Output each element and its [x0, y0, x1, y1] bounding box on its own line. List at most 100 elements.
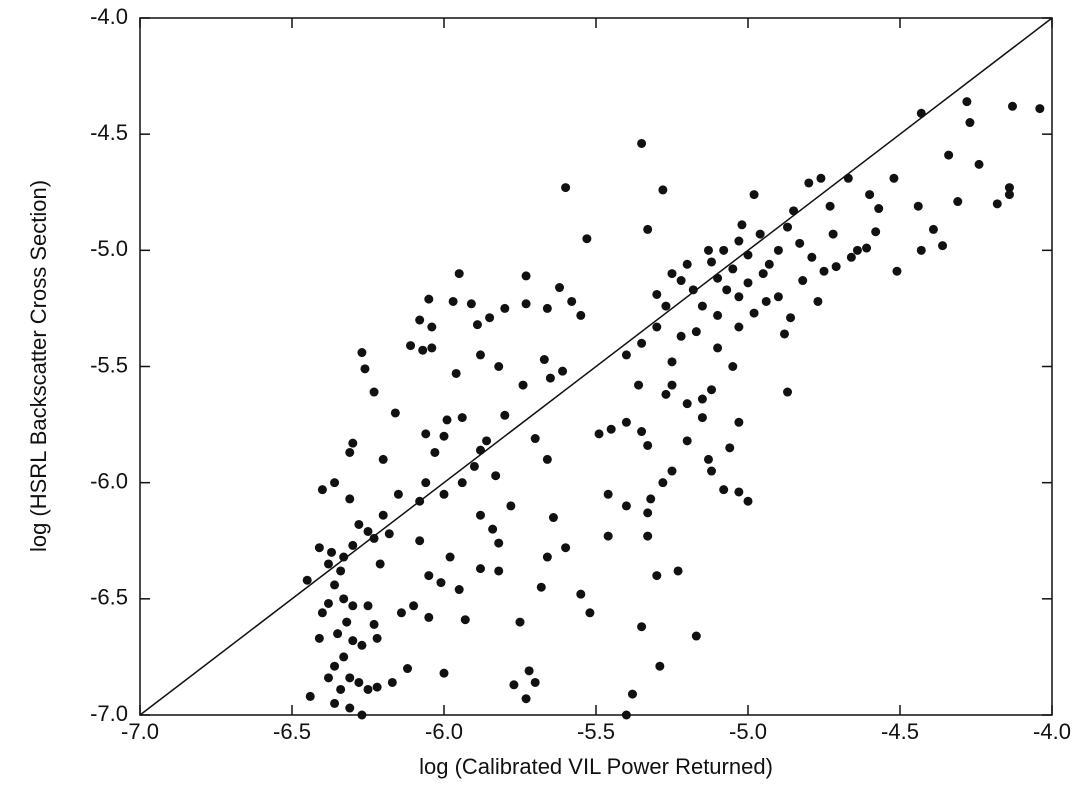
point	[773, 292, 783, 302]
point	[743, 278, 753, 288]
point	[323, 598, 333, 608]
point	[509, 680, 519, 690]
point	[697, 301, 707, 311]
x-tick-label: -6.0	[425, 719, 463, 744]
point	[773, 245, 783, 255]
point	[643, 508, 653, 518]
point	[448, 296, 458, 306]
point	[348, 438, 358, 448]
point	[345, 494, 355, 504]
point	[804, 178, 814, 188]
x-tick-label: -4.0	[1033, 719, 1071, 744]
point	[457, 413, 467, 423]
point	[688, 285, 698, 295]
point	[652, 571, 662, 581]
x-tick-label: -5.5	[577, 719, 615, 744]
point	[475, 445, 485, 455]
point	[697, 413, 707, 423]
point	[707, 385, 717, 395]
point	[807, 252, 817, 262]
point	[330, 661, 340, 671]
point	[938, 241, 948, 251]
point	[387, 677, 397, 687]
point	[713, 343, 723, 353]
point	[530, 434, 540, 444]
point	[491, 471, 501, 481]
point	[576, 310, 586, 320]
point	[783, 222, 793, 232]
point	[728, 264, 738, 274]
point	[691, 327, 701, 337]
point	[661, 389, 671, 399]
point	[475, 350, 485, 360]
point	[375, 559, 385, 569]
point	[621, 350, 631, 360]
point	[795, 238, 805, 248]
point	[442, 415, 452, 425]
point	[424, 612, 434, 622]
point	[494, 362, 504, 371]
point	[667, 380, 677, 390]
point	[846, 252, 856, 262]
point	[783, 387, 793, 397]
point	[734, 236, 744, 246]
point	[354, 677, 364, 687]
point	[992, 199, 1002, 209]
point	[521, 271, 531, 281]
point	[779, 329, 789, 339]
point	[415, 315, 425, 325]
point	[363, 526, 373, 536]
point	[330, 580, 340, 590]
point	[336, 684, 346, 694]
point	[816, 173, 826, 183]
x-axis-label: log (Calibrated VIL Power Returned)	[419, 754, 773, 779]
point	[342, 617, 352, 627]
point	[606, 424, 616, 434]
point	[667, 269, 677, 279]
y-tick-label: -5.0	[90, 236, 128, 261]
point	[889, 173, 899, 183]
point	[542, 454, 552, 464]
point	[703, 245, 713, 255]
point	[743, 496, 753, 506]
point	[928, 224, 938, 234]
point	[697, 394, 707, 404]
point	[548, 513, 558, 523]
point	[488, 524, 498, 534]
point	[354, 519, 364, 529]
point	[1004, 190, 1014, 200]
point	[713, 273, 723, 283]
point	[676, 331, 686, 341]
point	[339, 652, 349, 662]
point	[336, 566, 346, 576]
point	[643, 531, 653, 541]
point	[339, 552, 349, 562]
point	[843, 173, 853, 183]
point	[707, 466, 717, 476]
point	[415, 536, 425, 546]
point	[345, 673, 355, 683]
point	[713, 310, 723, 320]
point	[637, 338, 647, 348]
point	[372, 633, 382, 643]
point	[734, 417, 744, 427]
point	[682, 399, 692, 409]
point	[831, 262, 841, 272]
point	[1035, 104, 1045, 114]
point	[348, 601, 358, 611]
point	[314, 543, 324, 553]
point	[460, 615, 470, 625]
point	[384, 529, 394, 539]
point	[576, 589, 586, 599]
y-tick-label: -4.0	[90, 4, 128, 29]
point	[646, 494, 656, 504]
point	[655, 661, 665, 671]
x-tick-label: -4.5	[881, 719, 919, 744]
point	[472, 320, 482, 330]
point	[719, 245, 729, 255]
point	[734, 322, 744, 332]
point	[348, 636, 358, 646]
point	[403, 664, 413, 674]
point	[594, 429, 604, 439]
point	[813, 296, 823, 306]
